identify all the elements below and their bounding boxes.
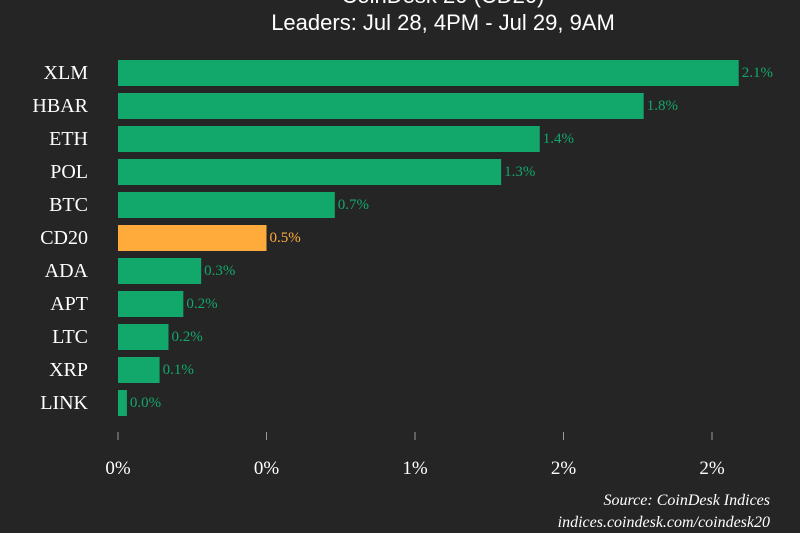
bar-xlm bbox=[118, 60, 739, 86]
value-label-cd20: 0.5% bbox=[270, 230, 301, 246]
value-label-ltc: 0.2% bbox=[171, 329, 202, 345]
bar-btc bbox=[118, 192, 335, 218]
category-label-ada: ADA bbox=[45, 260, 89, 282]
category-label-ltc: LTC bbox=[52, 326, 88, 348]
source-label: Source: CoinDesk Indices bbox=[604, 492, 770, 509]
value-label-link: 0.0% bbox=[130, 395, 161, 411]
bar-apt bbox=[118, 291, 184, 317]
bar-ada bbox=[118, 258, 202, 284]
category-label-apt: APT bbox=[50, 293, 88, 315]
value-label-xrp: 0.1% bbox=[163, 362, 194, 378]
value-label-eth: 1.4% bbox=[543, 131, 574, 147]
x-tick-label: 0% bbox=[254, 458, 280, 479]
category-label-btc: BTC bbox=[49, 194, 88, 216]
bar-hbar bbox=[118, 93, 644, 119]
bar-eth bbox=[118, 126, 540, 152]
value-label-hbar: 1.8% bbox=[647, 98, 678, 114]
value-label-ada: 0.3% bbox=[204, 263, 235, 279]
bar-cd20 bbox=[118, 225, 267, 251]
category-label-xrp: XRP bbox=[49, 359, 88, 381]
category-label-xlm: XLM bbox=[44, 62, 89, 84]
source-url: indices.coindesk.com/coindesk20 bbox=[558, 514, 770, 531]
category-label-cd20: CD20 bbox=[40, 227, 88, 249]
value-label-apt: 0.2% bbox=[186, 296, 217, 312]
x-tick-label: 0% bbox=[105, 458, 131, 479]
chart-title: CoinDesk 20 (CD20) bbox=[342, 0, 545, 8]
category-label-eth: ETH bbox=[49, 128, 88, 150]
bar-link bbox=[118, 390, 127, 416]
x-tick-label: 2% bbox=[551, 458, 577, 479]
bar-xrp bbox=[118, 357, 160, 383]
value-label-btc: 0.7% bbox=[338, 197, 369, 213]
x-axis: 0% 0% 1% 2% 2% bbox=[105, 432, 725, 479]
chart-subtitle: Leaders: Jul 28, 4PM - Jul 29, 9AM bbox=[271, 10, 615, 35]
bar-ltc bbox=[118, 324, 169, 350]
category-label-link: LINK bbox=[40, 392, 88, 414]
x-tick-label: 2% bbox=[699, 458, 725, 479]
x-tick-label: 1% bbox=[402, 458, 428, 479]
category-label-hbar: HBAR bbox=[32, 95, 88, 117]
bar-group: XLM 2.1% HBAR 1.8% ETH 1.4% POL 1.3% BTC 0.7% CD20… bbox=[32, 60, 773, 416]
value-label-xlm: 2.1% bbox=[742, 65, 773, 81]
value-label-pol: 1.3% bbox=[504, 164, 535, 180]
category-label-pol: POL bbox=[50, 161, 88, 183]
bar-pol bbox=[118, 159, 502, 185]
